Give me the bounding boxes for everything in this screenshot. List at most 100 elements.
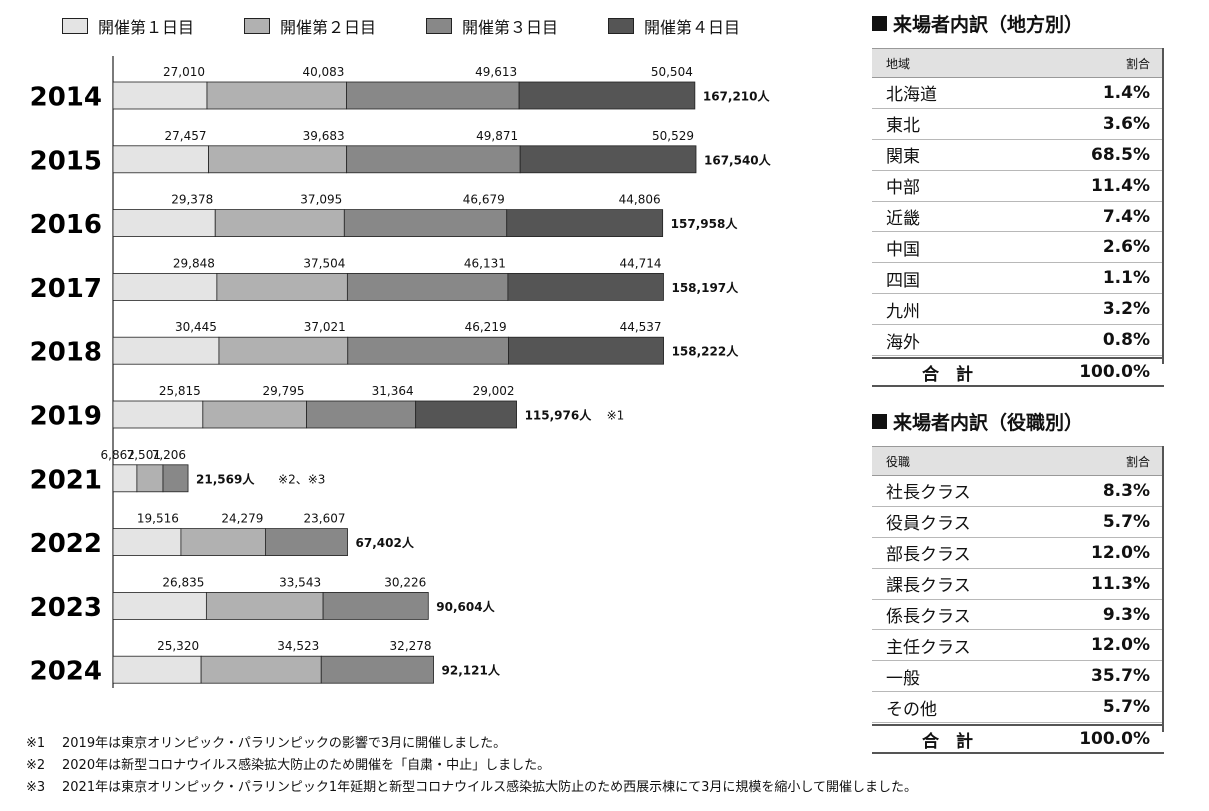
region-row-label: 近畿 bbox=[886, 209, 920, 229]
region-row-value: 3.2% bbox=[1102, 299, 1150, 320]
bar-segment bbox=[200, 655, 322, 684]
data-label: 27,457 bbox=[165, 129, 207, 143]
bar-segment bbox=[112, 464, 138, 493]
region-table-right-rule bbox=[1162, 48, 1164, 364]
title-square-icon bbox=[872, 413, 887, 429]
data-label: 19,516 bbox=[137, 512, 179, 526]
footnote-text: 2019年は東京オリンピック・パラリンピックの影響で3月に開催しました。 bbox=[62, 736, 507, 751]
bar-segment bbox=[415, 400, 517, 429]
bar-segment bbox=[506, 209, 664, 238]
data-label: 30,445 bbox=[175, 320, 217, 334]
position-header-label: 役職 bbox=[886, 454, 911, 469]
bar-segment bbox=[112, 655, 202, 684]
legend-label-day3: 開催第３日目 bbox=[462, 18, 559, 37]
position-row-label: 役員クラス bbox=[886, 514, 971, 535]
position-row-label: 部長クラス bbox=[886, 545, 971, 566]
position-row: 主任クラス 12.0% bbox=[872, 630, 1164, 662]
bar-segment bbox=[112, 145, 209, 174]
bar-segment bbox=[508, 336, 664, 365]
position-row: 一般 35.7% bbox=[872, 661, 1164, 693]
bar-segment bbox=[306, 400, 417, 429]
data-label: 44,714 bbox=[619, 256, 661, 270]
footnotes: ※1 2019年は東京オリンピック・パラリンピックの影響で3月に開催しました。 … bbox=[26, 733, 917, 799]
region-row-value: 3.6% bbox=[1102, 113, 1150, 134]
position-row: その他 5.7% bbox=[872, 692, 1164, 724]
data-label: 37,021 bbox=[304, 320, 346, 334]
total-label: 21,569人 bbox=[196, 471, 255, 486]
region-row: 近畿 7.4% bbox=[872, 202, 1164, 233]
data-label: 31,364 bbox=[372, 384, 414, 398]
total-label: 158,222人 bbox=[672, 344, 740, 359]
position-row-value: 9.3% bbox=[1102, 604, 1150, 625]
total-label: 67,402人 bbox=[356, 535, 415, 550]
region-breakdown-panel: 来場者内訳（地方別） 地域 割合 北海道 1.4% 東北 3.6% 関東 68.5% 中部 1… bbox=[872, 10, 1164, 390]
category-label: 2014 bbox=[30, 83, 102, 113]
legend-swatch-day3 bbox=[426, 18, 452, 34]
legend-label-day2: 開催第２日目 bbox=[280, 18, 377, 37]
total-label: 167,210人 bbox=[703, 89, 771, 104]
footnote-text: 2020年は新型コロナウイルス感染拡大防止のため開催を「自粛・中止」しました。 bbox=[62, 758, 551, 773]
region-row-value: 1.1% bbox=[1102, 268, 1150, 289]
data-label: 39,683 bbox=[303, 129, 345, 143]
footnote-mark: ※1 bbox=[26, 736, 46, 751]
position-total-label: 合 計 bbox=[922, 731, 973, 752]
region-row: 四国 1.1% bbox=[872, 263, 1164, 295]
region-row-label: 北海道 bbox=[886, 85, 937, 106]
position-row-label: 主任クラス bbox=[886, 637, 971, 658]
total-label: 158,197人 bbox=[671, 280, 739, 295]
bar-segment bbox=[205, 592, 324, 620]
legend-item-day1: 開催第１日目 bbox=[62, 13, 194, 39]
region-row-label: 中国 bbox=[886, 239, 920, 260]
position-row-value: 8.3% bbox=[1102, 480, 1150, 501]
region-total-label: 合 計 bbox=[922, 364, 973, 385]
category-label: 2024 bbox=[30, 657, 102, 687]
data-label: 50,504 bbox=[651, 65, 693, 79]
legend-swatch-day2 bbox=[244, 18, 270, 34]
region-row-value: 7.4% bbox=[1102, 206, 1150, 227]
bar-segment bbox=[216, 272, 348, 301]
total-label: 92,121人 bbox=[442, 663, 501, 678]
position-row-value: 12.0% bbox=[1091, 635, 1150, 656]
position-table-title-text: 来場者内訳（役職別） bbox=[893, 411, 1084, 434]
bar-segment bbox=[206, 81, 347, 110]
position-row-label: 社長クラス bbox=[886, 483, 971, 504]
region-row: 中部 11.4% bbox=[872, 171, 1164, 202]
region-row: 東北 3.6% bbox=[872, 109, 1164, 140]
position-row-label: 係長クラス bbox=[886, 607, 971, 627]
data-label: 46,131 bbox=[464, 256, 506, 270]
footnote-mark: ※2 bbox=[26, 758, 46, 773]
bar-segment bbox=[112, 592, 207, 620]
note-marker: ※2、※3 bbox=[278, 472, 325, 486]
data-label: 26,835 bbox=[162, 575, 204, 589]
bar-segment bbox=[347, 336, 509, 365]
footnote-2: ※2 2020年は新型コロナウイルス感染拡大防止のため開催を「自粛・中止」しまし… bbox=[26, 755, 917, 777]
data-label: 7,206 bbox=[152, 448, 186, 462]
bar-segment bbox=[180, 528, 266, 556]
category-label: 2023 bbox=[30, 593, 102, 623]
data-label: 29,378 bbox=[171, 193, 213, 207]
legend-swatch-day1 bbox=[62, 18, 88, 34]
bar-segment bbox=[202, 400, 307, 429]
position-row-label: 課長クラス bbox=[886, 576, 971, 597]
region-row-label: 四国 bbox=[886, 270, 920, 291]
footnote-mark: ※3 bbox=[26, 780, 46, 795]
stacked-bar-chart: 2014 27,010 40,083 49,613 50,504 167,210人 2015… bbox=[30, 56, 772, 688]
data-label: 29,848 bbox=[173, 256, 215, 270]
bar-segment bbox=[346, 145, 521, 174]
bar-segment bbox=[322, 592, 429, 620]
bar-segment bbox=[264, 528, 348, 556]
total-label: 115,976人 bbox=[525, 408, 593, 423]
data-label: 7,501 bbox=[127, 448, 161, 462]
position-row: 役員クラス 5.7% bbox=[872, 507, 1164, 538]
position-row-label: その他 bbox=[886, 699, 937, 720]
data-label: 33,543 bbox=[279, 575, 321, 589]
region-header-value: 割合 bbox=[1125, 56, 1150, 71]
region-row: 九州 3.2% bbox=[872, 294, 1164, 326]
region-row: 関東 68.5% bbox=[872, 140, 1164, 171]
region-row-label: 九州 bbox=[886, 301, 920, 322]
bar-segment bbox=[208, 145, 348, 174]
data-label: 24,279 bbox=[221, 512, 263, 526]
legend-item-day2: 開催第２日目 bbox=[244, 13, 376, 39]
position-row-value: 12.0% bbox=[1091, 542, 1150, 563]
position-total-value: 100.0% bbox=[1079, 729, 1150, 750]
